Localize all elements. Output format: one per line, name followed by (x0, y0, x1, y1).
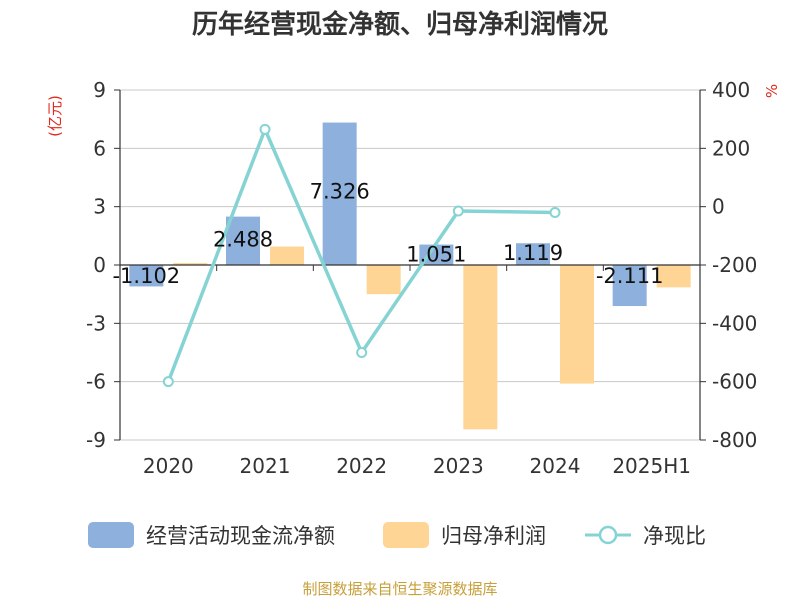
legend-label: 净现比 (643, 524, 706, 548)
right-tick-label: 200 (712, 136, 750, 160)
source-note: 制图数据来自恒生聚源数据库 (302, 580, 497, 598)
legend: 经营活动现金流净额 归母净利润 净现比 (88, 522, 706, 548)
bar-cashflow-2020 (129, 265, 164, 287)
data-label-cashflow: 1.051 (406, 243, 466, 267)
right-tick-label: -800 (712, 428, 757, 452)
bar-cashflow-2021 (226, 216, 260, 265)
data-label-cashflow: 1.119 (503, 241, 563, 265)
right-tick-label: 0 (712, 195, 725, 219)
data-label-cashflow: -1.102 (112, 264, 180, 288)
left-tick-label: 0 (93, 253, 106, 277)
bar-netprofit-2022 (366, 265, 401, 295)
right-tick-label: -200 (712, 253, 757, 277)
line-point (259, 123, 271, 135)
left-tick-label: 3 (93, 195, 106, 219)
legend-label: 归母净利润 (441, 524, 546, 548)
x-tick-label: 2025H1 (612, 454, 691, 478)
line-point (549, 207, 561, 218)
left-tick-label: -6 (86, 370, 106, 394)
left-tick-label: 9 (93, 78, 106, 102)
left-tick-label: 6 (93, 136, 106, 160)
left-axis-ticks: 9 6 3 0 -3 -6 -9 (86, 78, 106, 452)
legend-line-marker (598, 525, 618, 545)
line-point (452, 205, 464, 217)
right-tick-label: -600 (712, 370, 757, 394)
bar-cashflow-2023 (419, 244, 454, 265)
data-label-cashflow: -2.111 (596, 264, 664, 288)
x-tick-label: 2022 (336, 454, 387, 478)
left-tick-label: -3 (86, 311, 106, 335)
legend-swatch (383, 522, 429, 548)
legend-swatch (88, 522, 134, 548)
x-tick-label: 2021 (240, 454, 291, 478)
bar-cashflow-2024 (516, 243, 550, 265)
line-point (356, 347, 368, 358)
x-tick-label: 2023 (433, 454, 484, 478)
right-tick-label: -400 (712, 311, 757, 335)
left-tick-label: -9 (86, 428, 106, 452)
bar-netprofit-2025H1 (656, 265, 691, 288)
legend-label: 经营活动现金流净额 (146, 524, 335, 548)
bar-cashflow-2022 (322, 122, 357, 265)
line-series-layer (162, 123, 561, 388)
bar-cashflow-2025H1 (612, 265, 647, 307)
right-axis-unit: % (763, 84, 781, 98)
line-point (162, 376, 174, 388)
bars-layer (129, 122, 691, 430)
bar-netprofit-2020 (173, 263, 208, 265)
right-axis-ticks: 400 200 0 -200 -400 -600 -800 (712, 78, 757, 452)
chart-title: 历年经营现金净额、归母净利润情况 (192, 9, 608, 40)
bar-netprofit-2021 (270, 246, 304, 265)
bar-netprofit-2024 (560, 265, 594, 384)
x-tick-label: 2024 (530, 454, 581, 478)
zero-axis (119, 264, 701, 271)
data-label-cashflow: 7.326 (310, 180, 370, 204)
right-tick-label: 400 (712, 78, 750, 102)
left-axis-unit: (亿元) (46, 95, 64, 137)
x-axis-ticks: 2020 2021 2022 2023 2024 2025H1 (143, 454, 691, 478)
data-label-cashflow: 2.488 (213, 228, 273, 252)
bar-netprofit-2023 (463, 265, 498, 430)
data-labels-layer: -1.102 2.488 7.326 1.051 1.119 -2.111 (112, 180, 663, 288)
x-tick-label: 2020 (143, 454, 194, 478)
